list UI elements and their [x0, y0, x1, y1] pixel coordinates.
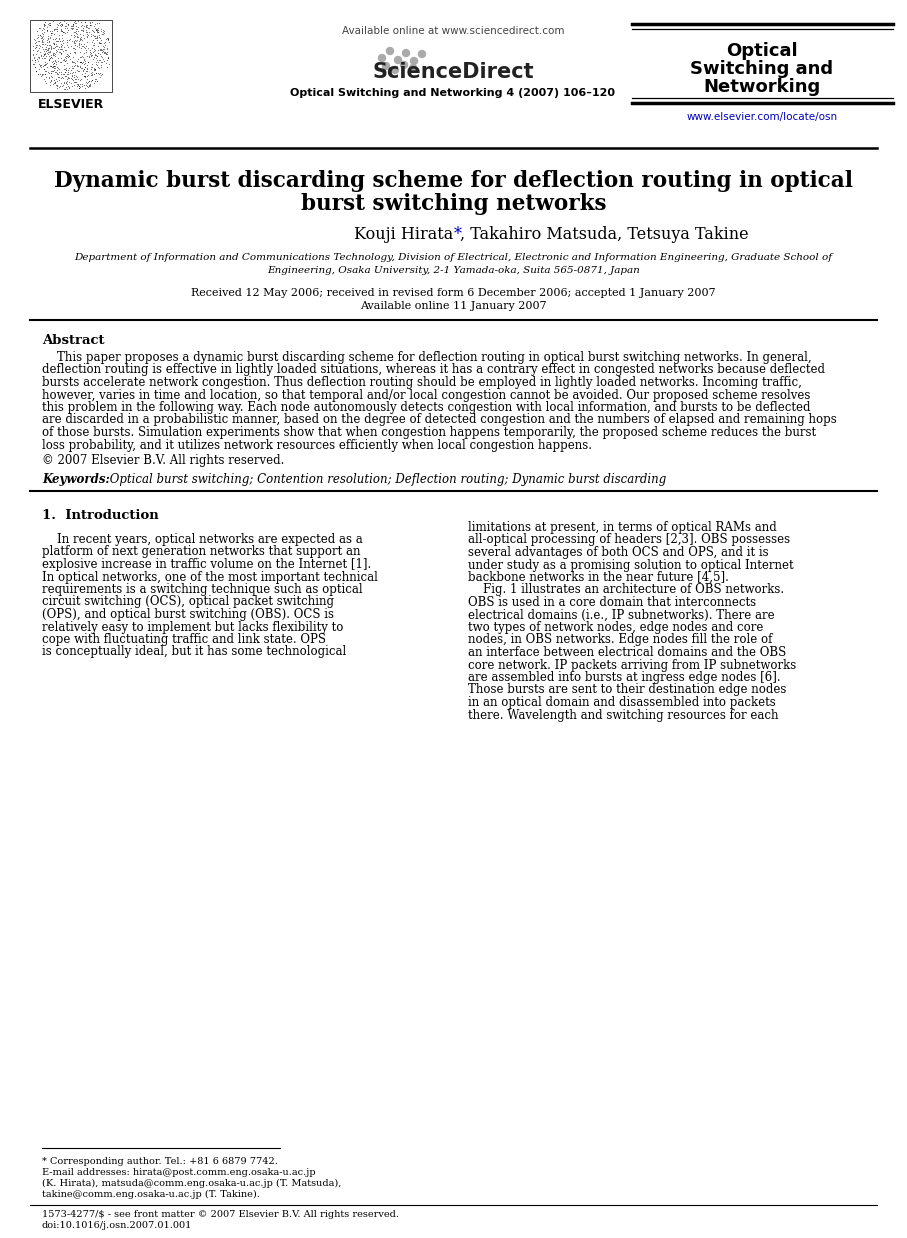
Text: several advantages of both OCS and OPS, and it is: several advantages of both OCS and OPS, …: [468, 546, 768, 560]
Text: * Corresponding author. Tel.: +81 6 6879 7742.: * Corresponding author. Tel.: +81 6 6879…: [42, 1158, 278, 1166]
Text: Kouji Hirata: Kouji Hirata: [355, 227, 454, 243]
Text: requirements is a switching technique such as optical: requirements is a switching technique su…: [42, 583, 363, 595]
Text: In recent years, optical networks are expected as a: In recent years, optical networks are ex…: [42, 534, 363, 546]
Text: limitations at present, in terms of optical RAMs and: limitations at present, in terms of opti…: [468, 521, 776, 534]
Text: in an optical domain and disassembled into packets: in an optical domain and disassembled in…: [468, 696, 775, 709]
Circle shape: [383, 62, 389, 69]
Text: backbone networks in the near future [4,5].: backbone networks in the near future [4,…: [468, 571, 729, 584]
Text: cope with fluctuating traffic and link state. OPS: cope with fluctuating traffic and link s…: [42, 633, 326, 646]
Text: relatively easy to implement but lacks flexibility to: relatively easy to implement but lacks f…: [42, 620, 344, 634]
Text: ScienceDirect: ScienceDirect: [372, 62, 534, 82]
Text: loss probability, and it utilizes network resources efficiently when local conge: loss probability, and it utilizes networ…: [42, 438, 592, 452]
Text: under study as a promising solution to optical Internet: under study as a promising solution to o…: [468, 558, 794, 572]
Text: (OPS), and optical burst switching (OBS). OCS is: (OPS), and optical burst switching (OBS)…: [42, 608, 334, 621]
Circle shape: [401, 62, 407, 68]
Circle shape: [392, 67, 398, 73]
Text: (K. Hirata), matsuda@comm.eng.osaka-u.ac.jp (T. Matsuda),: (K. Hirata), matsuda@comm.eng.osaka-u.ac…: [42, 1179, 341, 1188]
Text: Fig. 1 illustrates an architecture of OBS networks.: Fig. 1 illustrates an architecture of OB…: [468, 583, 785, 597]
Text: doi:10.1016/j.osn.2007.01.001: doi:10.1016/j.osn.2007.01.001: [42, 1221, 192, 1231]
Text: circuit switching (OCS), optical packet switching: circuit switching (OCS), optical packet …: [42, 595, 334, 609]
Text: Those bursts are sent to their destination edge nodes: Those bursts are sent to their destinati…: [468, 683, 786, 697]
Text: , Takahiro Matsuda, Tetsuya Takine: , Takahiro Matsuda, Tetsuya Takine: [461, 227, 749, 243]
Text: explosive increase in traffic volume on the Internet [1].: explosive increase in traffic volume on …: [42, 558, 371, 571]
Text: E-mail addresses: hirata@post.comm.eng.osaka-u.ac.jp: E-mail addresses: hirata@post.comm.eng.o…: [42, 1167, 316, 1177]
Text: 1573-4277/$ - see front matter © 2007 Elsevier B.V. All rights reserved.: 1573-4277/$ - see front matter © 2007 El…: [42, 1210, 399, 1219]
Text: 1.  Introduction: 1. Introduction: [42, 509, 159, 522]
Text: this problem in the following way. Each node autonomously detects congestion wit: this problem in the following way. Each …: [42, 401, 811, 413]
Text: deflection routing is effective in lightly loaded situations, whereas it has a c: deflection routing is effective in light…: [42, 364, 825, 376]
Text: Networking: Networking: [703, 78, 821, 97]
Text: Available online at www.sciencedirect.com: Available online at www.sciencedirect.co…: [342, 26, 564, 36]
Text: Switching and: Switching and: [690, 59, 834, 78]
Bar: [30, 20, 112, 92]
Text: Department of Information and Communications Technology, Division of Electrical,: Department of Information and Communicat…: [74, 253, 833, 262]
Text: two types of network nodes, edge nodes and core: two types of network nodes, edge nodes a…: [468, 621, 764, 634]
Text: burst switching networks: burst switching networks: [301, 193, 606, 215]
Text: electrical domains (i.e., IP subnetworks). There are: electrical domains (i.e., IP subnetworks…: [468, 609, 775, 621]
Text: nodes, in OBS networks. Edge nodes fill the role of: nodes, in OBS networks. Edge nodes fill …: [468, 634, 773, 646]
Text: is conceptually ideal, but it has some technological: is conceptually ideal, but it has some t…: [42, 645, 346, 659]
Text: all-optical processing of headers [2,3]. OBS possesses: all-optical processing of headers [2,3].…: [468, 534, 790, 546]
Text: platform of next generation networks that support an: platform of next generation networks tha…: [42, 546, 360, 558]
Circle shape: [411, 57, 417, 64]
Text: OBS is used in a core domain that interconnects: OBS is used in a core domain that interc…: [468, 595, 756, 609]
Text: there. Wavelength and switching resources for each: there. Wavelength and switching resource…: [468, 708, 778, 722]
Circle shape: [378, 54, 385, 62]
Circle shape: [386, 47, 394, 54]
Text: ELSEVIER: ELSEVIER: [38, 98, 104, 111]
Text: Optical Switching and Networking 4 (2007) 106–120: Optical Switching and Networking 4 (2007…: [290, 88, 616, 98]
Circle shape: [395, 57, 402, 63]
Circle shape: [418, 51, 425, 57]
Text: In optical networks, one of the most important technical: In optical networks, one of the most imp…: [42, 571, 378, 583]
Text: This paper proposes a dynamic burst discarding scheme for deflection routing in : This paper proposes a dynamic burst disc…: [42, 352, 812, 364]
Text: of those bursts. Simulation experiments show that when congestion happens tempor: of those bursts. Simulation experiments …: [42, 426, 816, 439]
Text: Dynamic burst discarding scheme for deflection routing in optical: Dynamic burst discarding scheme for defl…: [54, 170, 853, 192]
Text: are discarded in a probabilistic manner, based on the degree of detected congest: are discarded in a probabilistic manner,…: [42, 413, 837, 427]
Text: Available online 11 January 2007: Available online 11 January 2007: [360, 301, 547, 311]
Text: however, varies in time and location, so that temporal and/or local congestion c: however, varies in time and location, so…: [42, 389, 810, 401]
Text: Received 12 May 2006; received in revised form 6 December 2006; accepted 1 Janua: Received 12 May 2006; received in revise…: [191, 288, 716, 298]
Text: Keywords:: Keywords:: [42, 473, 110, 485]
Text: core network. IP packets arriving from IP subnetworks: core network. IP packets arriving from I…: [468, 659, 796, 671]
Text: © 2007 Elsevier B.V. All rights reserved.: © 2007 Elsevier B.V. All rights reserved…: [42, 454, 285, 467]
Text: Optical: Optical: [727, 42, 798, 59]
Text: Abstract: Abstract: [42, 334, 104, 347]
Text: are assembled into bursts at ingress edge nodes [6].: are assembled into bursts at ingress edg…: [468, 671, 781, 685]
Text: www.elsevier.com/locate/osn: www.elsevier.com/locate/osn: [687, 111, 837, 123]
Circle shape: [409, 64, 416, 72]
Circle shape: [403, 50, 409, 57]
Text: Optical burst switching; Contention resolution; Deflection routing; Dynamic burs: Optical burst switching; Contention reso…: [106, 473, 667, 485]
Text: *: *: [454, 227, 462, 243]
Text: takine@comm.eng.osaka-u.ac.jp (T. Takine).: takine@comm.eng.osaka-u.ac.jp (T. Takine…: [42, 1190, 260, 1200]
Text: Engineering, Osaka University, 2-1 Yamada-oka, Suita 565-0871, Japan: Engineering, Osaka University, 2-1 Yamad…: [268, 266, 639, 275]
Text: an interface between electrical domains and the OBS: an interface between electrical domains …: [468, 646, 786, 659]
Text: bursts accelerate network congestion. Thus deflection routing should be employed: bursts accelerate network congestion. Th…: [42, 376, 802, 389]
